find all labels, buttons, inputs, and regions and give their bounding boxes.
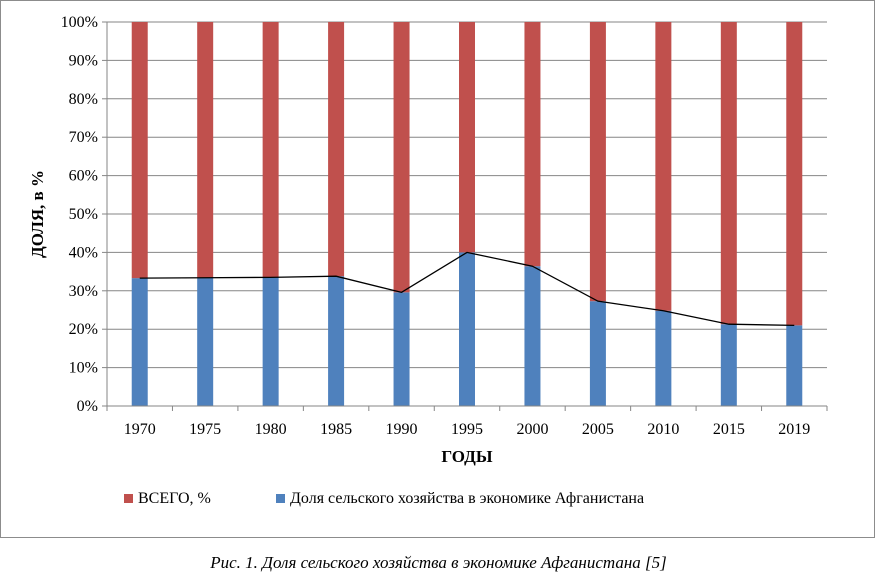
y-tick-label: 50% (69, 206, 98, 223)
trend-line-group (139, 251, 795, 327)
bar-agriculture-share (589, 301, 606, 406)
bar-total (328, 22, 345, 277)
bar-agriculture-share (197, 277, 214, 406)
y-tick-label: 30% (69, 283, 98, 300)
bar-agriculture-share (786, 325, 803, 406)
y-tick-labels: 0% 10% 20% 30% 40% 50% 60% 70% 80% 90% 100% (61, 14, 98, 415)
legend-label: Доля сельского хозяйства в экономике Афг… (290, 490, 644, 507)
bar-total (393, 22, 410, 293)
bar-total (589, 22, 606, 302)
legend-swatch (276, 494, 285, 503)
y-tick-label: 20% (69, 321, 98, 338)
x-tick-label: 1985 (320, 421, 352, 438)
bar-total (262, 22, 279, 278)
x-tick-label: 2010 (647, 421, 679, 438)
bar-total (524, 22, 541, 267)
x-tick-label: 2015 (713, 421, 745, 438)
legend-swatch (124, 494, 133, 503)
bar-agriculture-share (655, 310, 672, 406)
x-axis-title: ГОДЫ (441, 447, 492, 466)
axes (102, 21, 828, 411)
bar-total (655, 22, 672, 311)
x-tick-label: 1970 (124, 421, 156, 438)
bar-total (131, 22, 148, 279)
bar-agriculture-share (328, 276, 345, 406)
y-tick-label: 60% (69, 168, 98, 185)
bar-total (720, 22, 737, 325)
x-tick-label: 1975 (189, 421, 221, 438)
trend-line (139, 251, 795, 327)
y-tick-label: 70% (69, 129, 98, 146)
bar-agriculture-share (524, 266, 541, 406)
x-tick-label: 1995 (451, 421, 483, 438)
legend: ВСЕГО, % Доля сельского хозяйства в эконо… (124, 490, 644, 507)
y-tick-label: 80% (69, 91, 98, 108)
y-tick-label: 90% (69, 52, 98, 69)
x-tick-label: 1980 (255, 421, 287, 438)
bars (131, 22, 803, 406)
bar-agriculture-share (262, 277, 279, 406)
legend-label: ВСЕГО, % (138, 490, 211, 507)
bar-total (786, 22, 803, 326)
bar-agriculture-share (720, 324, 737, 406)
y-tick-label: 10% (69, 360, 98, 377)
chart-frame: 0% 10% 20% 30% 40% 50% 60% 70% 80% 90% 100% 1970 19… (0, 0, 875, 538)
x-tick-label: 2000 (516, 421, 548, 438)
x-tick-label: 2005 (582, 421, 614, 438)
bar-agriculture-share (459, 252, 475, 406)
chart-svg: 0%10%20%30%40%50%60%70%80%90%100% 1970 19… (28, 14, 828, 507)
y-axis-title: ДОЛЯ, в % (28, 170, 47, 258)
x-tick-label: 1990 (386, 421, 418, 438)
bar-agriculture-share (393, 292, 410, 406)
y-tick-label: 40% (69, 244, 98, 261)
y-tick-label: 0% (77, 398, 98, 415)
figure-caption: Рис. 1. Доля сельского хозяйства в эконо… (210, 553, 667, 572)
bar-total (459, 22, 475, 253)
bar-agriculture-share (131, 278, 148, 406)
y-tick-label: 100% (61, 14, 98, 31)
x-tick-labels: 1970 1975 1980 1985 1990 1995 2000 2005 2010 2015… (124, 421, 811, 438)
bar-total (197, 22, 214, 278)
x-tick-label: 2019 (778, 421, 810, 438)
